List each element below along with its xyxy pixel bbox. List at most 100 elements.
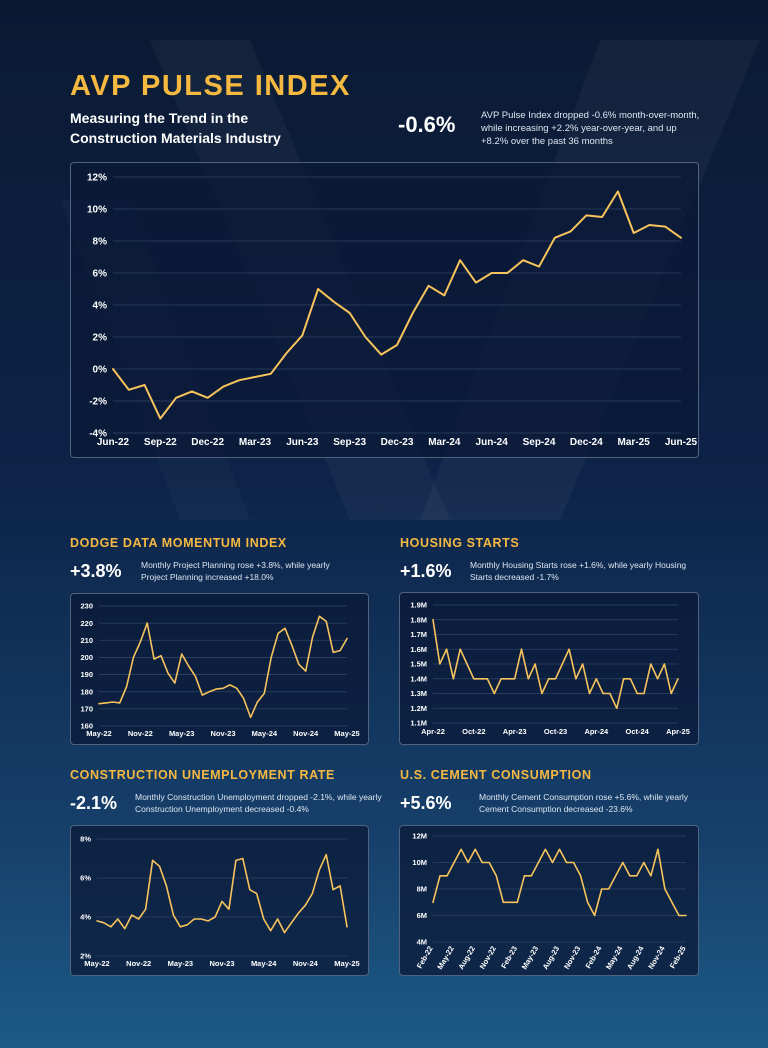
- data-point: [201, 694, 203, 696]
- data-point: [138, 918, 140, 920]
- data-point: [493, 693, 495, 695]
- data-point: [452, 678, 454, 680]
- data-point: [648, 224, 650, 226]
- series-line: [98, 615, 348, 719]
- data-point: [475, 282, 477, 284]
- y-tick-label: 1.9M: [410, 601, 427, 610]
- y-tick-label: 8%: [93, 237, 108, 248]
- data-point: [534, 663, 536, 665]
- data-point: [98, 703, 100, 705]
- data-point: [568, 648, 570, 650]
- y-tick-label: 12M: [412, 832, 427, 841]
- data-point: [242, 858, 244, 860]
- x-tick-label: Oct-22: [462, 727, 485, 736]
- x-tick-label: Dec-22: [191, 437, 224, 448]
- page-title: AVP PULSE INDEX: [70, 70, 351, 102]
- pulse-chart-panel: -4% -2% 0% 2% 4% 6% 8% 10% 12% Jun-22 Sep-22 Dec-22…: [70, 162, 699, 458]
- y-tick-label: 1.5M: [410, 660, 427, 669]
- data-point: [502, 901, 504, 903]
- unemployment-title: CONSTRUCTION UNEMPLOYMENT RATE: [70, 768, 335, 782]
- data-point: [617, 190, 619, 192]
- x-tick-label: Nov-24: [293, 729, 319, 738]
- data-point: [214, 916, 216, 918]
- data-point: [325, 854, 327, 856]
- y-tick-label: 8M: [417, 885, 427, 894]
- data-point: [380, 354, 382, 356]
- y-tick-label: 170: [80, 704, 93, 713]
- data-point: [105, 702, 107, 704]
- data-point: [222, 386, 224, 388]
- x-tick-label: Sep-22: [144, 437, 177, 448]
- data-point: [466, 663, 468, 665]
- dodge-description: Monthly Project Planning rose +3.8%, whi…: [141, 560, 330, 582]
- data-point: [538, 266, 540, 268]
- data-point: [339, 885, 341, 887]
- series-line: [112, 190, 682, 420]
- x-tick-label: Apr-24: [584, 727, 609, 736]
- data-point: [670, 693, 672, 695]
- data-point: [221, 900, 223, 902]
- x-tick-label: Feb-22: [415, 945, 435, 970]
- data-point: [207, 397, 209, 399]
- data-point: [506, 272, 508, 274]
- x-tick-label: May-25: [334, 729, 359, 738]
- data-point: [270, 656, 272, 658]
- y-tick-label: 1.7M: [410, 630, 427, 639]
- data-point: [119, 702, 121, 704]
- data-point: [439, 875, 441, 877]
- data-point: [277, 632, 279, 634]
- x-tick-label: May-23: [168, 959, 193, 968]
- y-tick-label: 220: [80, 619, 93, 628]
- data-point: [146, 622, 148, 624]
- data-point: [332, 651, 334, 653]
- x-tick-label: Nov-22: [128, 729, 153, 738]
- data-point: [527, 678, 529, 680]
- data-point: [110, 926, 112, 928]
- x-tick-label: Feb-24: [584, 944, 604, 970]
- data-point: [112, 701, 114, 703]
- data-point: [132, 656, 134, 658]
- data-point: [208, 691, 210, 693]
- data-point: [139, 641, 141, 643]
- data-point: [207, 920, 209, 922]
- data-point: [650, 875, 652, 877]
- data-point: [432, 619, 434, 621]
- data-point: [680, 237, 682, 239]
- y-tick-label: 10M: [412, 858, 427, 867]
- data-point: [200, 918, 202, 920]
- data-point: [580, 875, 582, 877]
- data-point: [495, 875, 497, 877]
- data-point: [509, 901, 511, 903]
- unemployment-chart-panel: 2% 4% 6% 8% May-22 Nov-22 May-23 Nov-23 May-24 No…: [70, 825, 369, 976]
- data-point: [623, 678, 625, 680]
- data-point: [235, 859, 237, 861]
- y-tick-label: 10%: [87, 205, 107, 216]
- cement-chart-panel: 4M 6M 8M 10M 12M Feb-22 May-22 Aug-22 Nov-22 Feb-…: [399, 825, 699, 976]
- cement-description: Monthly Cement Consumption rose +5.6%, w…: [479, 792, 689, 814]
- x-tick-label: May-22: [84, 959, 109, 968]
- x-tick-label: May-22: [435, 945, 456, 972]
- dodge-change-value: +3.8%: [70, 561, 122, 581]
- housing-change-value: +1.6%: [400, 561, 452, 581]
- x-tick-label: May-24: [252, 729, 278, 738]
- y-tick-label: 1.4M: [410, 674, 427, 683]
- data-point: [481, 862, 483, 864]
- y-tick-label: 180: [80, 687, 93, 696]
- data-point: [685, 915, 687, 917]
- data-point: [179, 926, 181, 928]
- data-point: [555, 678, 557, 680]
- x-tick-label: Nov-24: [646, 944, 667, 971]
- series-line: [432, 848, 687, 917]
- data-point: [256, 701, 258, 703]
- data-point: [165, 885, 167, 887]
- data-point: [349, 312, 351, 314]
- y-tick-label: 1.3M: [410, 689, 427, 698]
- y-tick-label: 230: [80, 602, 93, 611]
- data-point: [270, 930, 272, 932]
- y-tick-label: 2%: [80, 952, 91, 961]
- y-tick-label: 190: [80, 670, 93, 679]
- data-point: [500, 678, 502, 680]
- data-point: [228, 908, 230, 910]
- data-point: [159, 865, 161, 867]
- x-tick-label: Jun-23: [286, 437, 319, 448]
